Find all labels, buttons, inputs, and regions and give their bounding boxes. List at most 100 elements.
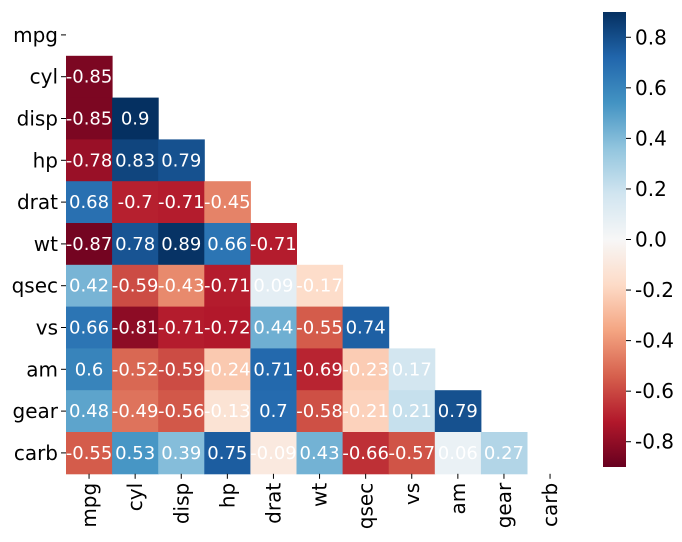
x-tick-label-drat: drat bbox=[261, 483, 285, 524]
cell-label-gear-drat: 0.7 bbox=[259, 401, 288, 422]
y-tick-label-carb: carb bbox=[14, 441, 58, 465]
heatmap-cell-carb-disp bbox=[158, 432, 205, 475]
colorbar-tick-label: -0.4 bbox=[635, 329, 674, 353]
heatmap-cell-carb-wt bbox=[296, 432, 344, 475]
cell-label-carb-hp: 0.75 bbox=[207, 443, 247, 464]
y-tick-label-hp: hp bbox=[33, 148, 58, 172]
heatmap-cell-carb-am bbox=[434, 432, 482, 475]
cell-label-vs-disp: -0.71 bbox=[158, 318, 205, 339]
cell-label-drat-mpg: 0.68 bbox=[69, 192, 109, 213]
colorbar-tick-label: 0.4 bbox=[635, 126, 667, 150]
heatmap-cell-vs-wt bbox=[296, 306, 344, 349]
heatmap-cell-drat-disp bbox=[158, 181, 205, 224]
heatmap-cell-disp-mpg bbox=[66, 97, 113, 140]
cell-label-carb-gear: 0.27 bbox=[484, 443, 524, 464]
heatmap-cell-gear-mpg bbox=[66, 390, 113, 433]
cell-label-drat-disp: -0.71 bbox=[158, 192, 205, 213]
cell-label-qsec-hp: -0.71 bbox=[204, 276, 251, 297]
y-tick-label-gear: gear bbox=[13, 399, 59, 423]
cell-label-carb-wt: 0.43 bbox=[300, 443, 340, 464]
x-axis: mpg cyl disp hp drat wt qsec vs am gear carb bbox=[77, 473, 562, 529]
heatmap-cell-gear-vs bbox=[388, 390, 436, 433]
cell-label-vs-mpg: 0.66 bbox=[69, 318, 109, 339]
cell-label-vs-cyl: -0.81 bbox=[112, 318, 159, 339]
x-tick-label-mpg: mpg bbox=[77, 483, 101, 528]
cell-label-cyl-mpg: -0.85 bbox=[66, 67, 113, 88]
heatmap-cell-gear-hp bbox=[204, 390, 251, 433]
x-tick-label-disp: disp bbox=[169, 483, 193, 524]
colorbar: -0.8 -0.6 -0.4 -0.2 0.0 0.2 0.4 0.6 0.8 bbox=[603, 12, 674, 467]
cell-label-drat-cyl: -0.7 bbox=[118, 192, 153, 213]
y-tick-label-drat: drat bbox=[17, 190, 58, 214]
cell-label-qsec-drat: 0.09 bbox=[253, 276, 293, 297]
cell-label-carb-drat: -0.09 bbox=[250, 443, 297, 464]
cell-label-am-hp: -0.24 bbox=[204, 359, 251, 380]
y-tick-label-wt: wt bbox=[34, 232, 58, 256]
heatmap-cell-carb-cyl bbox=[112, 432, 159, 475]
cell-label-carb-cyl: 0.53 bbox=[115, 443, 155, 464]
heatmap-cell-qsec-disp bbox=[158, 264, 205, 308]
cell-label-gear-wt: -0.58 bbox=[296, 401, 343, 422]
heatmap-cell-wt-mpg bbox=[66, 223, 113, 266]
cell-label-hp-disp: 0.79 bbox=[161, 150, 201, 171]
cell-label-vs-wt: -0.55 bbox=[296, 318, 343, 339]
cell-label-carb-qsec: -0.66 bbox=[342, 443, 389, 464]
heatmap-cell-qsec-hp bbox=[204, 264, 251, 308]
heatmap-cell-hp-disp bbox=[158, 139, 205, 182]
cell-label-vs-qsec: 0.74 bbox=[346, 318, 386, 339]
cell-label-vs-drat: 0.44 bbox=[253, 318, 293, 339]
y-tick-label-vs: vs bbox=[36, 316, 58, 340]
heatmap-cell-qsec-mpg bbox=[66, 264, 113, 308]
cell-label-carb-am: 0.06 bbox=[438, 443, 478, 464]
heatmap-cell-carb-drat bbox=[250, 432, 297, 475]
heatmap-cell-gear-drat bbox=[250, 390, 297, 433]
cell-label-wt-hp: 0.66 bbox=[207, 234, 247, 255]
colorbar-tick-label: 0.0 bbox=[635, 228, 667, 252]
heatmap-cell-am-wt bbox=[296, 348, 344, 391]
heatmap-cell-hp-cyl bbox=[112, 139, 159, 182]
colorbar-tick-label: -0.6 bbox=[635, 379, 674, 403]
heatmap-cell-carb-qsec bbox=[342, 432, 390, 475]
heatmap-cell-drat-hp bbox=[204, 181, 251, 224]
y-tick-label-cyl: cyl bbox=[30, 65, 58, 89]
cell-label-am-drat: 0.71 bbox=[253, 359, 293, 380]
cell-label-hp-cyl: 0.83 bbox=[115, 150, 155, 171]
cell-label-gear-cyl: -0.49 bbox=[112, 401, 159, 422]
heatmap-cell-gear-qsec bbox=[342, 390, 390, 433]
y-tick-label-disp: disp bbox=[17, 107, 58, 131]
cell-label-am-cyl: -0.52 bbox=[112, 359, 159, 380]
cell-label-qsec-disp: -0.43 bbox=[158, 276, 205, 297]
heatmap-cell-gear-wt bbox=[296, 390, 344, 433]
heatmap-cell-qsec-wt bbox=[296, 264, 344, 308]
heatmap-cell-carb-mpg bbox=[66, 432, 113, 475]
heatmap-cell-am-disp bbox=[158, 348, 205, 391]
cell-label-gear-vs: 0.21 bbox=[392, 401, 432, 422]
cell-label-hp-mpg: -0.78 bbox=[66, 150, 113, 171]
heatmap-cell-hp-mpg bbox=[66, 139, 113, 182]
heatmap-cell-carb-vs bbox=[388, 432, 436, 475]
cell-label-wt-drat: -0.71 bbox=[250, 234, 297, 255]
heatmap-cell-am-hp bbox=[204, 348, 251, 391]
cell-label-carb-disp: 0.39 bbox=[161, 443, 201, 464]
heatmap-cell-gear-am bbox=[434, 390, 482, 433]
colorbar-tick-label: 0.8 bbox=[635, 25, 667, 49]
y-tick-label-qsec: qsec bbox=[12, 274, 58, 298]
x-tick-label-qsec: qsec bbox=[354, 483, 378, 529]
cell-label-gear-disp: -0.56 bbox=[158, 401, 205, 422]
cell-label-wt-disp: 0.89 bbox=[161, 234, 201, 255]
heatmap-cell-gear-cyl bbox=[112, 390, 159, 433]
heatmap-cell-qsec-drat bbox=[250, 264, 297, 308]
x-tick-label-hp: hp bbox=[215, 483, 239, 508]
heatmap-cell-drat-mpg bbox=[66, 181, 113, 224]
cell-label-wt-cyl: 0.78 bbox=[115, 234, 155, 255]
heatmap-cell-carb-hp bbox=[204, 432, 251, 475]
heatmap-cell-vs-disp bbox=[158, 306, 205, 349]
cell-label-carb-vs: -0.57 bbox=[388, 443, 435, 464]
cell-label-wt-mpg: -0.87 bbox=[66, 234, 113, 255]
heatmap-cell-vs-drat bbox=[250, 306, 297, 349]
heatmap-cell-wt-drat bbox=[250, 223, 297, 266]
heatmap-cell-cyl-mpg bbox=[66, 55, 113, 99]
y-tick-label-am: am bbox=[26, 357, 58, 381]
cell-label-am-disp: -0.59 bbox=[158, 359, 205, 380]
